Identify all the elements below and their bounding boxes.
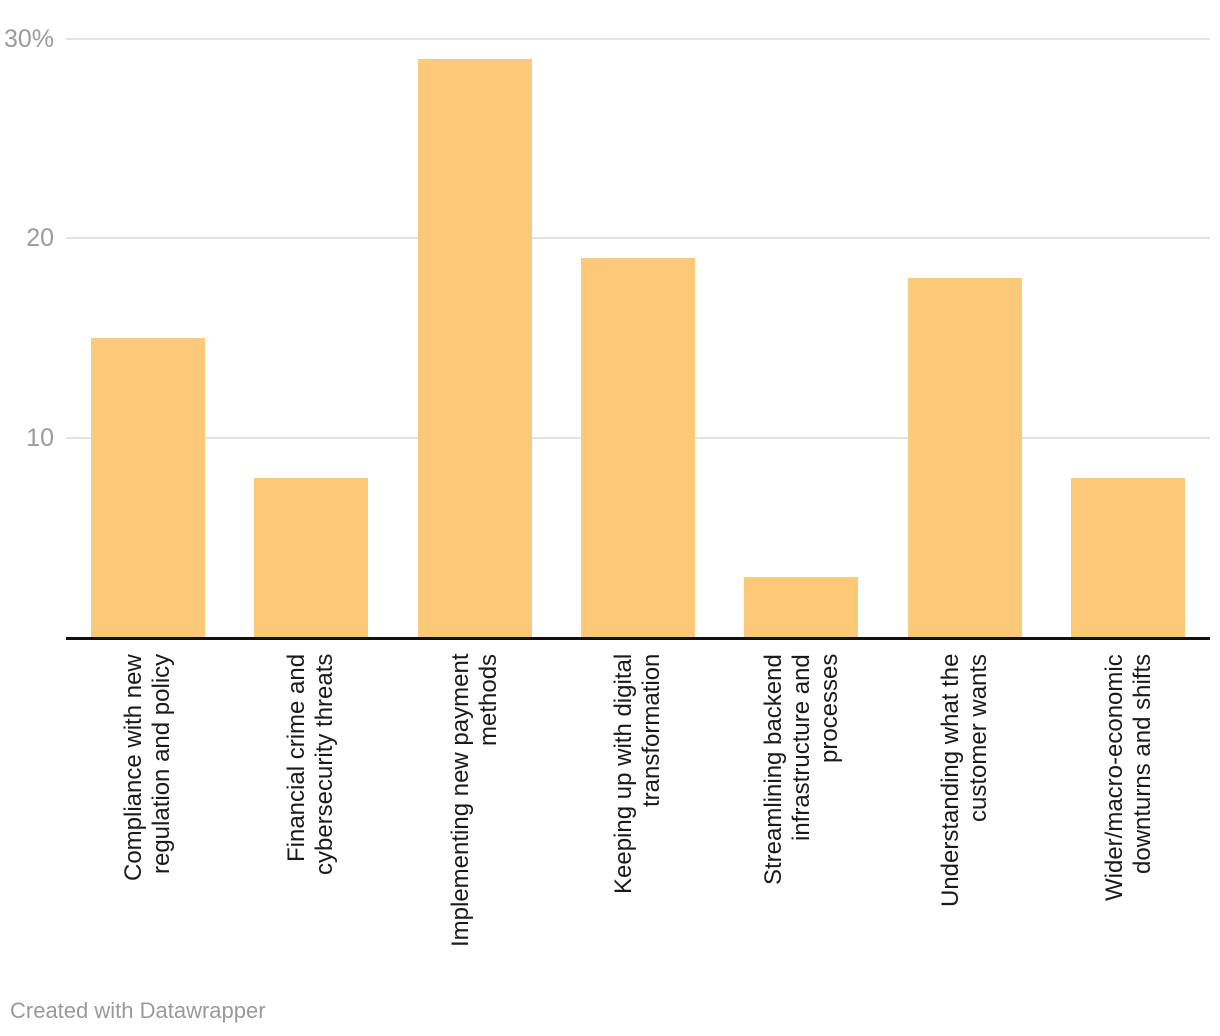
x-axis-baseline: [66, 637, 1210, 640]
bar-6: [1071, 478, 1185, 637]
x-axis-category-cell-5: Understanding what the customer wants: [883, 654, 1046, 954]
datawrapper-credit-link[interactable]: Created with Datawrapper: [10, 998, 266, 1023]
x-axis-category-label-0: Compliance with new regulation and polic…: [119, 654, 175, 881]
y-gridline-30: [66, 38, 1210, 40]
x-axis-category-label-5: Understanding what the customer wants: [936, 654, 992, 908]
x-axis-category-label-2: Implementing new payment methods: [446, 654, 502, 948]
x-axis-category-cell-6: Wider/macro-economic downturns and shift…: [1047, 654, 1210, 954]
bar-2: [418, 59, 532, 637]
x-axis-category-cell-0: Compliance with new regulation and polic…: [66, 654, 229, 954]
x-axis-category-cell-3: Keeping up with digital transformation: [556, 654, 719, 954]
y-axis-tick-label-10: 10: [26, 424, 54, 452]
x-axis-category-label-3: Keeping up with digital transformation: [609, 654, 665, 895]
bar-5: [908, 278, 1022, 637]
y-axis-tick-label-20: 20: [26, 224, 54, 252]
y-gridline-20: [66, 237, 1210, 239]
x-axis-category-cell-2: Implementing new payment methods: [393, 654, 556, 954]
y-axis-tick-label-30: 30%: [3, 25, 54, 53]
x-axis-category-cell-4: Streamlining backend infrastructure and …: [720, 654, 883, 954]
bar-3: [581, 258, 695, 637]
x-axis-category-label-4: Streamlining backend infrastructure and …: [759, 654, 843, 885]
bar-0: [91, 338, 205, 637]
x-axis-category-label-6: Wider/macro-economic downturns and shift…: [1100, 654, 1156, 901]
x-axis-category-label-1: Financial crime and cybersecurity threat…: [282, 654, 338, 876]
x-axis-category-cell-1: Financial crime and cybersecurity threat…: [229, 654, 392, 954]
bar-1: [254, 478, 368, 637]
bar-4: [744, 577, 858, 637]
